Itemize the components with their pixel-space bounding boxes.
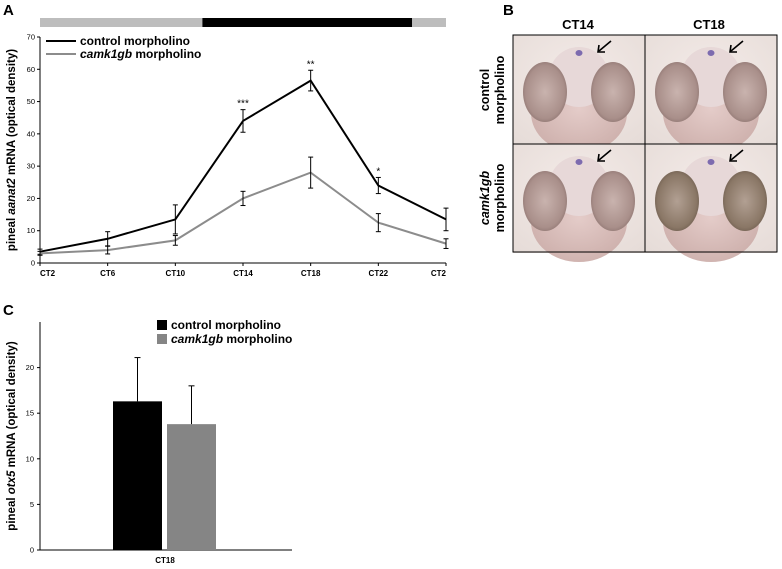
legend-label-camk1gb: camk1gb morpholino	[80, 47, 201, 61]
y-axis-label: pineal aanat2 mRNA (optical density)	[6, 49, 18, 251]
pineal-signal	[707, 159, 715, 165]
error-bar	[188, 385, 195, 425]
error-bar	[240, 190, 246, 207]
column-header-ct18: CT18	[693, 17, 725, 32]
error-bar	[240, 109, 246, 133]
bar-camk1gb	[167, 424, 216, 550]
y-tick-label: 60	[27, 65, 35, 74]
error-bar	[105, 245, 111, 255]
x-tick-label: CT10	[166, 269, 186, 278]
light-dark-bar	[40, 18, 446, 27]
significance-marker: *	[376, 166, 380, 177]
y-tick-label: 70	[27, 33, 35, 42]
legend-swatch-camk1gb	[157, 334, 167, 344]
in-situ-image-grid: CT14 CT18 control morpholino camk1gb mor…	[478, 17, 778, 262]
bar-control	[113, 401, 162, 550]
larva-image-control-ct18	[645, 35, 777, 153]
column-header-ct14: CT14	[562, 17, 595, 32]
arrow-icon	[597, 149, 612, 162]
y-axis-label: pineal otx5 mRNA (optical density)	[6, 341, 18, 531]
y-tick-label: 40	[27, 129, 35, 138]
larva-image-camk1gb-ct18	[645, 144, 777, 262]
y-tick-label: 50	[27, 97, 35, 106]
x-tick-label-ct18: CT18	[155, 556, 175, 565]
x-tick-label: CT6	[100, 269, 116, 278]
legend-label-camk1gb: camk1gb morpholino	[171, 332, 292, 346]
error-bar	[308, 69, 314, 92]
x-tick-label: CT2	[40, 269, 56, 278]
error-bar	[308, 156, 314, 189]
bar-chart-otx5: 0 5 10 15 20 CT18 control morpholino camk1gb…	[6, 318, 292, 565]
series-line-camk1gb	[39, 171, 447, 255]
arrow-icon	[597, 40, 612, 53]
panel-label-c: C	[3, 302, 14, 319]
pineal-signal	[575, 50, 583, 56]
x-tick-label: CT14	[233, 269, 253, 278]
y-tick-label: 0	[30, 546, 34, 555]
error-bar	[172, 204, 178, 235]
error-bar	[172, 235, 178, 246]
error-bar	[134, 357, 141, 402]
y-tick-label: 15	[26, 409, 34, 418]
error-bar	[375, 176, 381, 195]
pineal-signal	[575, 159, 583, 165]
y-tick-label: 20	[26, 363, 34, 372]
y-tick-label: 20	[27, 194, 35, 203]
line-chart-aanat2: 0 10 20 30 40 50 60 70 CT2 CT6 CT10 CT14 CT18 CT22 CT…	[6, 33, 449, 278]
significance-marker: **	[307, 59, 315, 70]
legend-label-control: control morpholino	[80, 34, 190, 48]
legend: control morpholino camk1gb morpholino	[157, 318, 292, 346]
error-bar	[37, 250, 43, 256]
pineal-signal	[707, 50, 715, 56]
y-tick-label: 10	[26, 454, 34, 463]
error-bar	[443, 207, 449, 232]
y-tick-label: 0	[31, 259, 35, 268]
x-tick-label: CT2	[431, 269, 447, 278]
light-dark-segment-0	[40, 18, 203, 27]
row-header-control-line1: control	[478, 69, 492, 111]
legend-label-control: control morpholino	[171, 318, 281, 332]
panel-label-b: B	[503, 2, 514, 19]
light-dark-segment-2	[412, 18, 446, 27]
row-header-camk1gb-line2: morpholino	[493, 163, 507, 232]
x-tick-label: CT18	[301, 269, 321, 278]
light-dark-segment-1	[202, 18, 413, 27]
legend: control morpholino camk1gb morpholino	[46, 34, 201, 61]
larva-image-control-ct14	[513, 35, 645, 153]
arrow-icon	[729, 40, 744, 53]
panel-label-a: A	[3, 2, 14, 19]
y-tick-label: 10	[27, 226, 35, 235]
larva-image-camk1gb-ct14	[513, 144, 645, 262]
significance-marker: ***	[237, 99, 249, 110]
error-bar	[443, 238, 449, 249]
x-tick-label: CT22	[369, 269, 389, 278]
y-tick-label: 5	[30, 500, 34, 509]
y-tick-label: 30	[27, 162, 35, 171]
arrow-icon	[729, 149, 744, 162]
row-header-camk1gb-line1: camk1gb	[478, 171, 492, 226]
row-header-control-line2: morpholino	[493, 55, 507, 124]
error-bar	[375, 213, 381, 233]
legend-swatch-control	[157, 320, 167, 330]
